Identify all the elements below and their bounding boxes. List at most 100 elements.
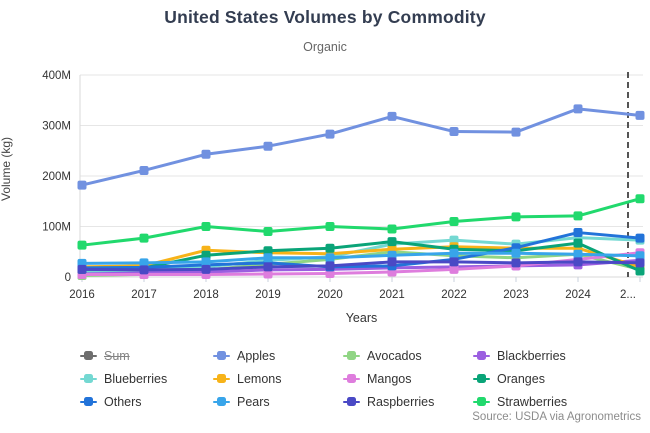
legend-marker-oranges-icon	[473, 374, 490, 383]
data-point-strawberries	[387, 224, 397, 234]
x-tick-label: 2016	[69, 289, 95, 301]
data-point-apples	[387, 111, 397, 121]
data-point-oranges	[387, 237, 397, 247]
legend-item-strawberries[interactable]: Strawberries	[473, 393, 642, 410]
x-tick-label: 2017	[131, 289, 157, 301]
legend-label-mangos: Mangos	[367, 371, 412, 386]
data-point-strawberries	[77, 240, 87, 250]
data-point-raspberries	[139, 265, 149, 275]
legend-item-sum[interactable]: Sum	[80, 347, 213, 364]
data-point-others	[635, 233, 645, 243]
legend-marker-strawberries-icon	[473, 397, 490, 406]
x-tick-label: 2020	[317, 289, 343, 301]
data-point-apples	[635, 110, 645, 120]
legend-label-strawberries: Strawberries	[497, 394, 568, 409]
data-point-strawberries	[263, 227, 273, 237]
legend-item-oranges[interactable]: Oranges	[473, 370, 642, 387]
legend-item-mangos[interactable]: Mangos	[343, 370, 473, 387]
data-point-oranges	[325, 243, 335, 253]
data-point-strawberries	[449, 216, 459, 226]
legend-marker-raspberries-icon	[343, 397, 360, 406]
data-point-raspberries	[449, 257, 459, 267]
y-tick-label: 300M	[42, 121, 71, 133]
x-tick-label: 2023	[503, 289, 529, 301]
data-point-strawberries	[635, 194, 645, 204]
y-tick-label: 100M	[42, 222, 71, 234]
data-point-apples	[325, 129, 335, 139]
data-point-strawberries	[511, 212, 521, 222]
data-point-pears	[263, 253, 273, 263]
legend-label-lemons: Lemons	[237, 371, 282, 386]
data-point-others	[573, 228, 583, 238]
legend-label-apples: Apples	[237, 348, 276, 363]
x-tick-label: 2024	[565, 289, 591, 301]
data-point-oranges	[263, 246, 273, 256]
data-point-apples	[263, 141, 273, 151]
data-point-strawberries	[139, 233, 149, 243]
data-point-raspberries	[573, 257, 583, 267]
data-point-oranges	[573, 238, 583, 248]
y-tick-label: 0	[65, 272, 71, 284]
legend-item-avocados[interactable]: Avocados	[343, 347, 473, 364]
data-point-oranges	[635, 266, 645, 276]
legend-marker-mangos-icon	[343, 374, 360, 383]
x-tick-label: 2021	[379, 289, 405, 301]
legend-label-sum: Sum	[104, 348, 130, 363]
data-point-strawberries	[325, 222, 335, 231]
y-tick-label: 200M	[42, 171, 71, 183]
x-tick-label: 2018	[193, 289, 219, 301]
legend-item-lemons[interactable]: Lemons	[213, 370, 343, 387]
x-tick-label: 2019	[255, 289, 281, 301]
y-tick-label: 400M	[42, 70, 71, 82]
x-tick-label: 2022	[441, 289, 467, 301]
data-point-apples	[511, 127, 521, 137]
data-point-raspberries	[635, 258, 645, 268]
data-point-apples	[449, 127, 459, 137]
x-tick-label: 2...	[620, 289, 636, 301]
data-point-apples	[77, 180, 87, 190]
series-line-others	[80, 231, 642, 270]
legend-label-blackberries: Blackberries	[497, 348, 566, 363]
legend-item-raspberries[interactable]: Raspberries	[343, 393, 473, 410]
series-line-blackberries	[80, 258, 642, 274]
legend-label-pears: Pears	[237, 394, 270, 409]
data-point-apples	[201, 149, 211, 159]
series-line-raspberries	[80, 260, 642, 272]
legend-label-oranges: Oranges	[497, 371, 545, 386]
data-point-pears	[201, 257, 211, 267]
legend-item-blackberries[interactable]: Blackberries	[473, 347, 642, 364]
data-point-raspberries	[201, 264, 211, 274]
data-point-pears	[139, 258, 149, 268]
legend-marker-apples-icon	[213, 351, 230, 360]
legend-item-blueberries[interactable]: Blueberries	[80, 370, 213, 387]
legend-marker-pears-icon	[213, 397, 230, 406]
legend-item-others[interactable]: Others	[80, 393, 213, 410]
legend-label-blueberries: Blueberries	[104, 371, 168, 386]
legend-item-apples[interactable]: Apples	[213, 347, 343, 364]
legend-label-avocados: Avocados	[367, 348, 422, 363]
data-point-strawberries	[201, 222, 211, 231]
legend-marker-others-icon	[80, 397, 97, 406]
data-point-raspberries	[511, 258, 521, 268]
series-line-pears	[80, 251, 642, 265]
data-point-apples	[139, 165, 149, 175]
chart-canvas: 0 100M 200M 300M 400M 2016 2017 2018 2019 2020 202…	[42, 70, 645, 325]
legend-label-others: Others	[104, 394, 142, 409]
legend-label-raspberries: Raspberries	[367, 394, 435, 409]
legend-marker-lemons-icon	[213, 374, 230, 383]
data-point-pears	[511, 248, 521, 258]
data-point-mangos	[263, 269, 273, 279]
data-point-raspberries	[263, 262, 273, 272]
data-point-apples	[573, 104, 583, 114]
chart-subtitle: Organic	[303, 40, 347, 54]
legend-marker-blueberries-icon	[80, 374, 97, 383]
chart-title: United States Volumes by Commodity	[164, 7, 486, 27]
legend-marker-sum-icon	[80, 351, 97, 360]
legend-item-pears[interactable]: Pears	[213, 393, 343, 410]
source-credit: Source: USDA via Agronometrics	[472, 411, 641, 423]
data-point-raspberries	[77, 264, 87, 274]
data-point-pears	[449, 248, 459, 258]
legend-marker-avocados-icon	[343, 351, 360, 360]
data-point-raspberries	[325, 261, 335, 271]
chart-legend: Sum Apples Avocados Blackberries Blueberries…	[80, 347, 642, 410]
